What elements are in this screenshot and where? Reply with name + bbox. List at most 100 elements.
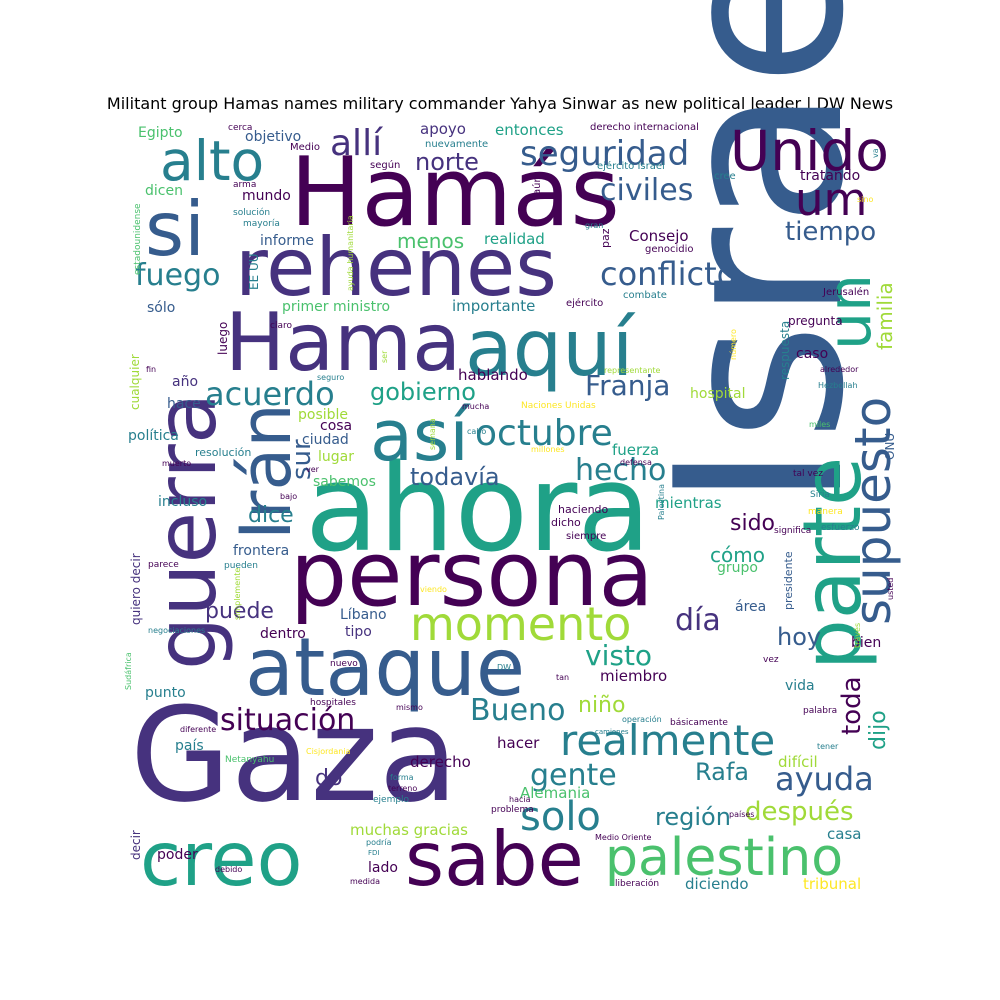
word-cree: cree xyxy=(714,171,736,182)
page-title: Militant group Hamas names military comm… xyxy=(106,94,894,113)
word-ejercito: ejército xyxy=(566,297,603,309)
word-primer-ministro: primer ministro xyxy=(282,299,390,315)
word-franja: Franja xyxy=(585,369,670,402)
word-familia: familia xyxy=(873,282,897,350)
word-netanyahu: Netanyahu xyxy=(225,755,274,765)
word-israel: Israel xyxy=(628,0,895,510)
word-basicamente: básicamente xyxy=(670,718,728,728)
word-mucha: mucha xyxy=(462,402,489,411)
word-un: un xyxy=(815,274,885,350)
word-solo: sólo xyxy=(147,300,175,316)
word-camiones: camiones xyxy=(595,728,629,736)
word-do: do xyxy=(315,766,342,791)
word-diferente: diferente xyxy=(180,725,216,734)
word-consejo: Consejo xyxy=(629,227,689,245)
word-entonces: entonces xyxy=(495,121,564,139)
word-parece: parece xyxy=(148,560,179,570)
word-supuesto: supuesto xyxy=(844,397,902,625)
word-ejercito-israel: ejército Israel xyxy=(597,160,665,172)
word-momento: momento xyxy=(410,597,631,651)
word-tal-vez: tal vez xyxy=(793,469,823,479)
word-quiero-decir: quiero decir xyxy=(129,553,143,625)
word-terreno: terreno xyxy=(388,784,417,793)
word-mundo: mundo xyxy=(242,188,291,204)
word-hablando: hablando xyxy=(458,366,528,384)
word-politica: política xyxy=(128,428,179,444)
word-sabemos: sabemos xyxy=(313,474,376,490)
word-si: si xyxy=(145,185,205,273)
word-ayuda: ayuda xyxy=(775,760,874,798)
word-rafa: Rafa xyxy=(695,758,749,786)
word-persona: persona xyxy=(290,522,654,627)
word-region: región xyxy=(655,803,731,831)
word-realidad: realidad xyxy=(484,230,545,248)
word-cualquier: cualquier xyxy=(128,354,142,410)
word-siempre: siempre xyxy=(566,531,606,542)
word-despues: después xyxy=(745,797,854,827)
word-mismo: mismo xyxy=(396,703,423,712)
word-aqui: aquí xyxy=(465,304,636,394)
word-paises: países xyxy=(729,810,754,819)
word-presidente: presidente xyxy=(782,551,795,610)
word-octubre: octubre xyxy=(475,413,613,454)
word-caso: caso xyxy=(796,346,828,362)
word-haciendo: haciendo xyxy=(558,503,609,516)
word-cisjordania: Cisjordania xyxy=(306,747,351,756)
word-simplemente: simplemente xyxy=(233,568,242,620)
word-hamas: Hamás xyxy=(290,138,620,248)
word-creo: creo xyxy=(140,815,302,903)
word-nuevo: nuevo xyxy=(330,659,358,669)
word-dia: día xyxy=(675,603,721,638)
word-fuego: fuego xyxy=(135,258,220,293)
word-punto: punto xyxy=(145,685,186,701)
word-informe: informe xyxy=(260,233,314,249)
word-hospitales: hospitales xyxy=(310,698,356,708)
word-gobierno: gobierno xyxy=(370,378,476,406)
word-tiempo: tiempo xyxy=(785,217,876,247)
word-debido: debido xyxy=(215,865,242,874)
word-significa: significa xyxy=(774,526,811,536)
word-ahora: ahora xyxy=(305,440,651,579)
word-norte: norte xyxy=(415,148,479,176)
word-dijo: dijo xyxy=(866,710,891,750)
word-poder: poder xyxy=(157,847,198,863)
word-pregunta: pregunta xyxy=(788,314,843,328)
word-medida: medida xyxy=(350,877,380,886)
word-casa: casa xyxy=(827,825,861,843)
word-jerusalen: Jerusalén xyxy=(822,286,869,298)
word-resolucion: resolución xyxy=(195,446,251,459)
word-ver: ver xyxy=(306,465,320,474)
word-fin: fin xyxy=(146,365,156,374)
word-lugar: lugar xyxy=(318,449,354,465)
word-combate: combate xyxy=(623,290,667,301)
word-palestina: Palestina xyxy=(657,484,666,520)
word-grupo: grupo xyxy=(717,560,758,576)
word-toda: toda xyxy=(837,676,867,735)
word-diciendo: diciendo xyxy=(685,875,749,893)
word-defensa: defensa xyxy=(620,458,652,467)
word-tribunal: tribunal xyxy=(803,875,861,893)
word-gente: gente xyxy=(530,758,617,793)
word-ayuda-humanitaria: ayuda humanitaria xyxy=(346,215,355,291)
word-civiles: civiles xyxy=(600,173,693,208)
word-sur: sur xyxy=(287,439,317,480)
word-vida: vida xyxy=(785,678,815,694)
word-nuevamente: nuevamente xyxy=(425,139,488,150)
word-parte: parte xyxy=(786,457,879,670)
word-pueden: pueden xyxy=(224,561,258,571)
word-tratando: tratando xyxy=(800,168,860,184)
word-dw: DW xyxy=(497,663,511,672)
word-tipo: tipo xyxy=(345,624,372,640)
word-viendo: viendo xyxy=(420,585,447,594)
word-decir: decir xyxy=(129,830,143,860)
word-tener: tener xyxy=(817,742,839,751)
word-cabo: cabo xyxy=(467,427,486,436)
word-esfuerzo: esfuerzo xyxy=(821,523,860,533)
word-nino: niño xyxy=(578,693,625,718)
word-fdi: FDI xyxy=(368,849,379,857)
word-menos: menos xyxy=(397,229,464,253)
word-sabe: sabe xyxy=(405,815,584,903)
word-dificil: difícil xyxy=(778,753,818,771)
word-medio: Medio xyxy=(290,142,320,153)
word-muchas-gracias: muchas gracias xyxy=(350,821,468,839)
